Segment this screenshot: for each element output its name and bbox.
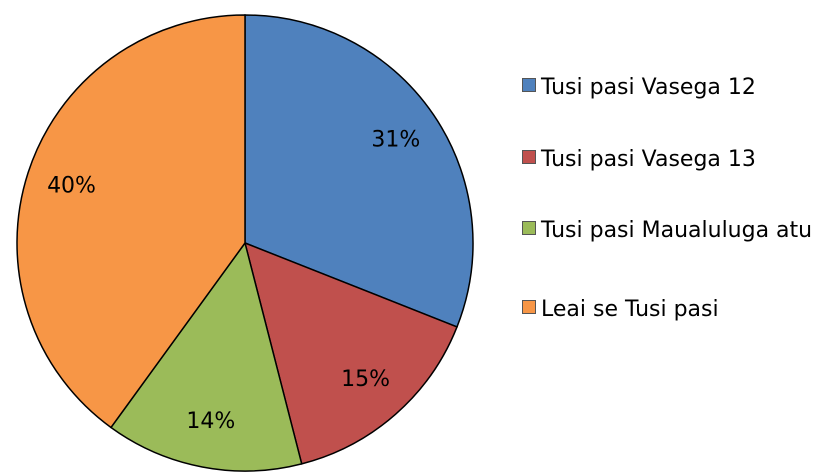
legend-label: Tusi pasi Maualuluga atu (541, 218, 813, 243)
data-label: 14% (186, 409, 235, 434)
pie-slice (243, 241, 458, 465)
pie-slice (109, 241, 303, 472)
legend-entry: Tusi pasi Vasega 13 (522, 141, 821, 179)
legend-entry: Tusi pasi Maualuluga atu (522, 212, 821, 250)
legend-swatch (522, 150, 536, 164)
data-label: 15% (341, 367, 390, 392)
legend-swatch (522, 221, 536, 235)
legend-label: Tusi pasi Vasega 12 (541, 75, 756, 100)
data-label: 40% (47, 174, 96, 199)
legend-label: Tusi pasi Vasega 13 (541, 147, 756, 172)
pie-slice (244, 14, 474, 328)
data-label: 31% (371, 127, 420, 152)
legend-label: Leai se Tusi pasi (541, 297, 719, 322)
legend-swatch (522, 78, 536, 92)
legend-entry: Tusi pasi Vasega 12 (522, 69, 821, 107)
chart: 31% 15% 14% 40% (16, 14, 474, 472)
pie-slice (16, 14, 246, 429)
legend-swatch (522, 300, 536, 314)
legend-entry: Leai se Tusi pasi (522, 291, 821, 329)
